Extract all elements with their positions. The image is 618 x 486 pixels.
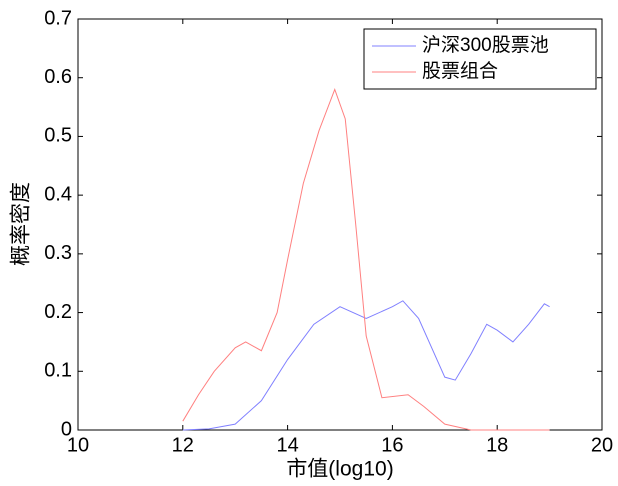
y-tick-label: 0.3 (44, 242, 72, 264)
legend-label: 沪深300股票池 (422, 34, 549, 56)
x-axis-label: 市值(log10) (286, 458, 393, 481)
x-tick-label: 10 (67, 434, 89, 456)
legend-label: 股票组合 (422, 60, 498, 82)
y-tick-label: 0.1 (44, 360, 72, 382)
series-line (182, 300, 550, 431)
y-tick-label: 0 (61, 418, 72, 440)
y-axis-label: 概率密度 (10, 182, 33, 266)
x-tick-label: 12 (172, 434, 194, 456)
x-tick-label: 20 (591, 434, 613, 456)
series-line (182, 88, 550, 431)
y-tick-label: 0.5 (44, 125, 72, 147)
x-tick-label: 18 (486, 434, 508, 456)
y-tick-label: 0.4 (44, 183, 72, 205)
x-tick-label: 14 (276, 434, 298, 456)
y-tick-label: 0.7 (44, 7, 72, 29)
x-tick-label: 16 (381, 434, 403, 456)
legend-box (363, 28, 597, 90)
y-tick-label: 0.2 (44, 301, 72, 323)
y-tick-label: 0.6 (44, 66, 72, 88)
